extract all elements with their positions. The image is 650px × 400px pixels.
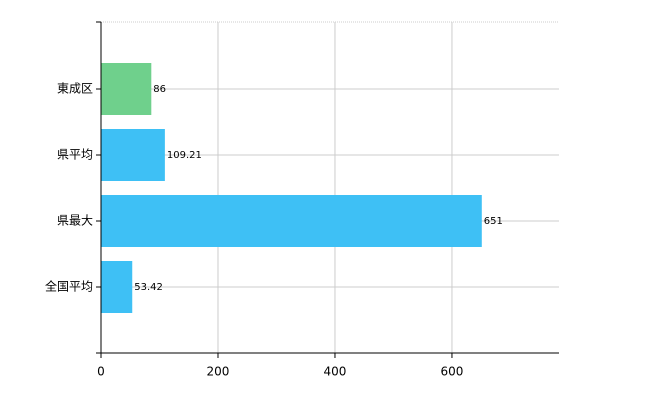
y-tick-label: 東成区 <box>57 82 93 96</box>
value-label: 86 <box>153 84 166 95</box>
bar <box>101 195 482 247</box>
x-tick-label: 200 <box>207 365 230 379</box>
bar <box>101 63 152 115</box>
y-tick-label: 全国平均 <box>45 279 93 294</box>
x-tick-label: 600 <box>441 365 464 379</box>
x-tick-label: 0 <box>97 365 105 379</box>
x-tick-label: 400 <box>324 365 347 379</box>
y-tick-label: 県最大 <box>57 214 93 228</box>
value-label: 109.21 <box>167 150 202 161</box>
value-label: 53.42 <box>134 282 163 293</box>
value-label: 651 <box>484 216 503 227</box>
y-tick-label: 県平均 <box>57 148 93 162</box>
bar <box>101 129 165 181</box>
bar <box>101 261 133 313</box>
